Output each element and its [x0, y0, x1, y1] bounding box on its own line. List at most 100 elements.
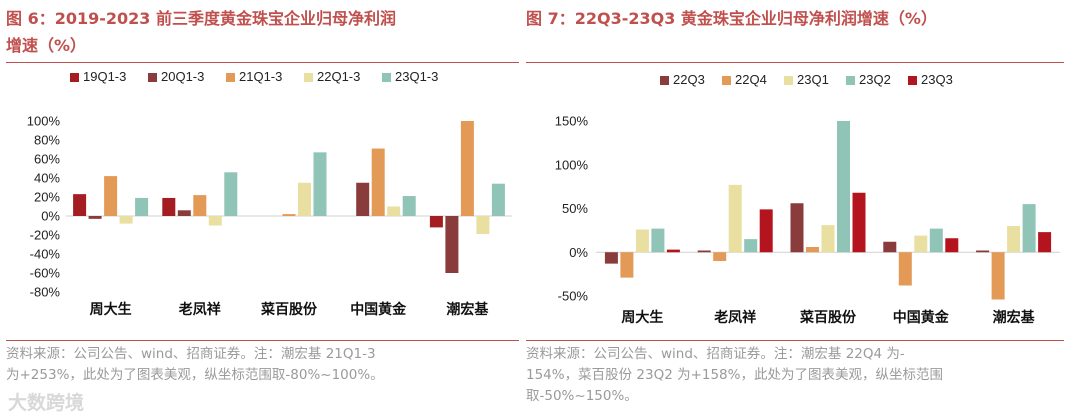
right-source-line2: 154%，菜百股份 23Q2 为+158%，此处为了图表美观，纵坐标范围 — [526, 367, 943, 383]
bar-22Q3-周大生 — [604, 252, 618, 264]
right-chart-title: 图 7：22Q3-23Q3 黄金珠宝企业归母净利润增速（%） — [526, 5, 1066, 32]
left-chart: 19Q1-3 20Q1-3 21Q1-3 22Q1-3 23Q1-3 -80% -60% -4… — [27, 69, 512, 317]
y-tick-label: 60% — [34, 152, 60, 167]
legend-label-19Q1-3: 19Q1-3 — [83, 69, 126, 84]
y-tick-label: 0% — [41, 209, 60, 224]
left-source-note: 资料来源：公司公告、wind、招商证券。注：潮宏基 21Q1-3 为+253%，… — [6, 344, 521, 386]
bar-23Q1-周大生 — [635, 229, 649, 253]
bar-21Q1-3-老凤祥 — [193, 195, 207, 216]
bar-23Q2-中国黄金 — [929, 228, 943, 253]
bar-22Q1-3-周大生 — [119, 216, 133, 224]
right-chart: 22Q3 22Q4 23Q1 23Q2 23Q3 -50% 0% 50% 100% 150% 周大生… — [555, 72, 1060, 325]
right-source-note: 资料来源：公司公告、wind、招商证券。注：潮宏基 22Q4 为- 154%，菜… — [526, 344, 1066, 407]
bar-21Q1-3-潮宏基 — [460, 121, 474, 216]
y-tick-label: -40% — [30, 247, 61, 262]
category-label: 周大生 — [621, 309, 663, 325]
legend-swatch-23Q2 — [846, 76, 855, 85]
bar-23Q2-老凤祥 — [744, 239, 758, 253]
right-title-line1: 图 7：22Q3-23Q3 黄金珠宝企业归母净利润增速（%） — [526, 9, 937, 28]
watermark: 大数跨境 — [8, 392, 85, 414]
bar-20Q1-3-潮宏基 — [445, 216, 459, 273]
bar-19Q1-3-周大生 — [73, 194, 87, 216]
bar-20Q1-3-老凤祥 — [177, 210, 191, 216]
bar-22Q1-3-中国黄金 — [387, 206, 401, 216]
bar-23Q2-潮宏基 — [1022, 204, 1036, 253]
bar-23Q1-3-中国黄金 — [402, 196, 416, 216]
y-tick-label: 80% — [34, 133, 60, 148]
legend-swatch-20Q1-3 — [148, 73, 157, 82]
bar-23Q2-菜百股份 — [837, 121, 850, 253]
legend-swatch-22Q3 — [660, 76, 669, 85]
category-label: 老凤祥 — [714, 309, 756, 325]
bar-22Q4-中国黄金 — [898, 252, 912, 286]
left-chart-title: 图 6：2019-2023 前三季度黄金珠宝企业归母净利润 增速（%） — [6, 5, 526, 59]
y-tick-label: 100% — [27, 114, 61, 129]
bar-23Q1-3-菜百股份 — [313, 152, 327, 216]
legend-label-23Q2: 23Q2 — [859, 72, 891, 87]
category-label: 老凤祥 — [179, 301, 221, 317]
y-tick-label: 0% — [569, 245, 588, 260]
bar-23Q2-周大生 — [651, 228, 665, 253]
bar-20Q1-3-中国黄金 — [356, 182, 370, 216]
legend-label-22Q4: 22Q4 — [735, 72, 767, 87]
y-tick-label: -80% — [30, 285, 61, 300]
legend-swatch-19Q1-3 — [70, 73, 79, 82]
legend-swatch-21Q1-3 — [226, 73, 235, 82]
legend-label-23Q3: 23Q3 — [921, 72, 953, 87]
left-source-line1: 资料来源：公司公告、wind、招商证券。注：潮宏基 21Q1-3 — [6, 346, 376, 362]
y-tick-label: 150% — [555, 114, 589, 129]
bar-23Q1-潮宏基 — [1007, 226, 1021, 253]
bar-22Q1-3-老凤祥 — [208, 216, 222, 226]
legend-label-21Q1-3: 21Q1-3 — [239, 69, 282, 84]
category-label: 菜百股份 — [260, 301, 318, 317]
left-title-rule — [6, 62, 519, 63]
legend-label-23Q1: 23Q1 — [797, 72, 829, 87]
left-title-line1: 图 6：2019-2023 前三季度黄金珠宝企业归母净利润 — [6, 9, 396, 28]
bar-22Q1-3-菜百股份 — [298, 182, 311, 216]
bar-23Q1-老凤祥 — [728, 184, 742, 253]
bar-21Q1-3-菜百股份 — [282, 214, 296, 216]
left-title-line2: 增速（%） — [6, 36, 87, 55]
bar-23Q1-3-老凤祥 — [224, 172, 238, 216]
bar-23Q1-3-周大生 — [135, 197, 149, 216]
bar-23Q1-中国黄金 — [914, 235, 928, 253]
legend-label-22Q1-3: 22Q1-3 — [317, 69, 360, 84]
legend-swatch-22Q1-3 — [304, 73, 313, 82]
category-label: 菜百股份 — [799, 309, 857, 325]
legend-swatch-23Q3 — [908, 76, 917, 85]
y-tick-label: 40% — [34, 171, 60, 186]
left-source-line2: 为+253%，此处为了图表美观，纵坐标范围取-80%~100%。 — [6, 367, 384, 383]
y-tick-label: -50% — [558, 289, 589, 304]
right-source-line1: 资料来源：公司公告、wind、招商证券。注：潮宏基 22Q4 为- — [526, 346, 905, 362]
bar-22Q3-潮宏基 — [976, 250, 990, 253]
bar-19Q1-3-潮宏基 — [429, 216, 443, 228]
bar-19Q1-3-老凤祥 — [162, 197, 176, 216]
legend-swatch-23Q1-3 — [382, 73, 391, 82]
legend-swatch-23Q1 — [784, 76, 793, 85]
category-label: 潮宏基 — [993, 309, 1036, 325]
legend-label-23Q1-3: 23Q1-3 — [395, 69, 438, 84]
bar-22Q3-老凤祥 — [697, 250, 711, 253]
bar-22Q4-潮宏基 — [991, 252, 1005, 300]
category-label: 周大生 — [90, 301, 132, 317]
bar-22Q1-3-潮宏基 — [476, 216, 490, 235]
bar-21Q1-3-中国黄金 — [371, 148, 385, 216]
bar-23Q3-潮宏基 — [1038, 232, 1052, 253]
bar-23Q1-3-潮宏基 — [491, 183, 505, 216]
y-tick-label: -20% — [30, 228, 61, 243]
legend-label-20Q1-3: 20Q1-3 — [161, 69, 204, 84]
legend-swatch-22Q4 — [722, 76, 731, 85]
bar-23Q3-老凤祥 — [759, 209, 773, 253]
category-label: 中国黄金 — [350, 301, 407, 317]
right-source-rule — [526, 340, 1064, 341]
y-tick-label: 20% — [34, 190, 60, 205]
bar-23Q1-菜百股份 — [821, 225, 835, 253]
legend-label-22Q3: 22Q3 — [673, 72, 705, 87]
bar-22Q3-菜百股份 — [790, 203, 804, 253]
category-label: 潮宏基 — [446, 301, 489, 317]
bar-22Q4-菜百股份 — [806, 247, 819, 253]
y-tick-label: 50% — [562, 201, 588, 216]
bar-22Q4-老凤祥 — [713, 252, 727, 261]
bar-23Q3-周大生 — [666, 249, 680, 253]
bar-20Q1-3-周大生 — [88, 216, 102, 219]
